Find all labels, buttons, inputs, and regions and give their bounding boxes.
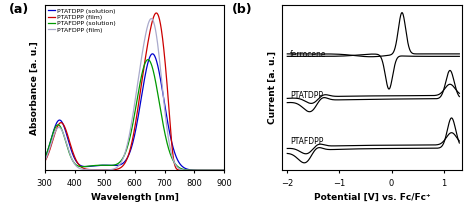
PTATDPP (film) [222,169,227,172]
Legend: PTATDPP (solution), PTATDPP (film), PTAFDPP (solution), PTAFDPP (film): PTATDPP (solution), PTATDPP (film), PTAF… [46,7,117,34]
PTATDPP (film) [74,160,79,162]
PTAFDPP (film) [148,18,153,20]
PTATDPP (film) [42,161,47,163]
PTATDPP (film) [148,27,153,30]
Text: PTAFDPP: PTAFDPP [290,137,323,146]
PTAFDPP (film) [177,168,183,171]
PTAFDPP (film) [42,160,47,162]
PTATDPP (film) [123,160,129,162]
PTATDPP (solution) [123,159,129,161]
PTATDPP (film) [88,169,94,171]
Line: PTAFDPP (solution): PTAFDPP (solution) [45,60,225,170]
Text: (b): (b) [232,3,252,17]
PTATDPP (solution) [162,105,168,108]
Text: ferrocene: ferrocene [290,50,326,59]
PTAFDPP (solution) [162,133,168,135]
PTAFDPP (solution) [88,165,94,167]
PTAFDPP (solution) [145,58,151,61]
PTATDPP (solution) [177,163,183,166]
Line: PTATDPP (solution): PTATDPP (solution) [45,54,225,170]
PTATDPP (solution) [42,157,47,160]
Line: PTAFDPP (film): PTAFDPP (film) [45,19,225,170]
PTAFDPP (film) [148,17,154,20]
PTATDPP (solution) [74,160,79,163]
Text: PTATDPP: PTATDPP [290,91,323,100]
PTAFDPP (solution) [148,62,154,64]
X-axis label: Wavelength [nm]: Wavelength [nm] [91,193,178,202]
PTATDPP (film) [162,60,168,62]
PTAFDPP (film) [222,169,227,172]
PTAFDPP (solution) [123,150,129,153]
PTAFDPP (film) [88,169,94,171]
PTAFDPP (solution) [222,169,227,172]
PTAFDPP (film) [123,149,129,151]
Text: (a): (a) [8,3,29,17]
PTATDPP (solution) [222,169,227,172]
PTATDPP (solution) [88,165,94,167]
PTATDPP (film) [153,12,159,14]
PTAFDPP (solution) [74,164,79,166]
PTATDPP (solution) [150,53,155,55]
Y-axis label: Absorbance [a. u.]: Absorbance [a. u.] [30,41,39,135]
PTAFDPP (film) [162,111,168,113]
Line: PTATDPP (film): PTATDPP (film) [45,13,225,170]
PTAFDPP (solution) [42,158,47,160]
PTAFDPP (solution) [177,167,183,170]
PTATDPP (solution) [148,54,153,57]
Y-axis label: Current [a. u.]: Current [a. u.] [267,51,277,124]
X-axis label: Potential [V] vs. Fc/Fc⁺: Potential [V] vs. Fc/Fc⁺ [314,193,431,202]
PTAFDPP (film) [74,165,79,167]
PTATDPP (film) [177,169,183,172]
